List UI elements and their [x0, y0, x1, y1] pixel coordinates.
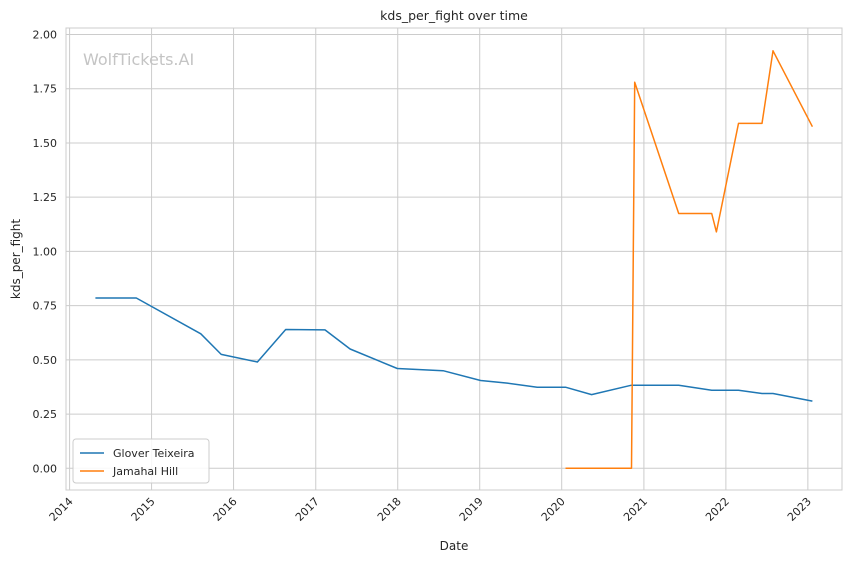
legend-label-1: Jamahal Hill	[112, 465, 178, 478]
series-layer	[95, 50, 814, 470]
x-axis: 2014 2015 2016 2017 2018 2019 2020 2021 2022 2023	[47, 495, 814, 524]
watermark: WolfTickets.AI	[83, 50, 194, 69]
x-tick-label: 2017	[293, 495, 322, 524]
y-tick-label: 0.00	[33, 462, 58, 475]
legend-box	[72, 438, 210, 484]
x-tick-label: 2019	[457, 495, 486, 524]
series-line-0	[95, 297, 813, 402]
x-tick-label: 2015	[129, 495, 158, 524]
y-tick-label: 1.25	[33, 191, 58, 204]
plot-frame	[65, 27, 843, 491]
x-tick-label: 2016	[211, 495, 240, 524]
x-tick-label: 2014	[47, 495, 76, 524]
y-tick-label: 0.50	[33, 354, 58, 367]
y-tick-label: 1.50	[33, 137, 58, 150]
y-axis-label: kds_per_fight	[9, 219, 23, 300]
x-tick-label: 2022	[703, 495, 732, 524]
y-tick-label: 0.25	[33, 408, 58, 421]
x-tick-label: 2020	[539, 495, 568, 524]
legend: Glover Teixeira Jamahal Hill	[72, 438, 210, 484]
x-tick-label: 2021	[621, 495, 650, 524]
x-tick-label: 2018	[375, 495, 404, 524]
y-tick-label: 2.00	[33, 29, 58, 42]
y-axis: 0.00 0.25 0.50 0.75 1.00 1.25 1.50 1.75 2.00	[33, 29, 58, 476]
grid	[66, 28, 842, 490]
legend-label-0: Glover Teixeira	[113, 447, 195, 460]
y-tick-label: 0.75	[33, 300, 58, 313]
watermark-layer: WolfTickets.AI	[83, 50, 194, 69]
y-tick-label: 1.00	[33, 245, 58, 258]
plot-background	[66, 28, 842, 490]
x-tick-label: 2023	[785, 495, 814, 524]
chart-title: kds_per_fight over time	[380, 8, 528, 23]
y-tick-label: 1.75	[33, 83, 58, 96]
series-line-1	[565, 50, 814, 470]
x-axis-label: Date	[440, 539, 469, 553]
